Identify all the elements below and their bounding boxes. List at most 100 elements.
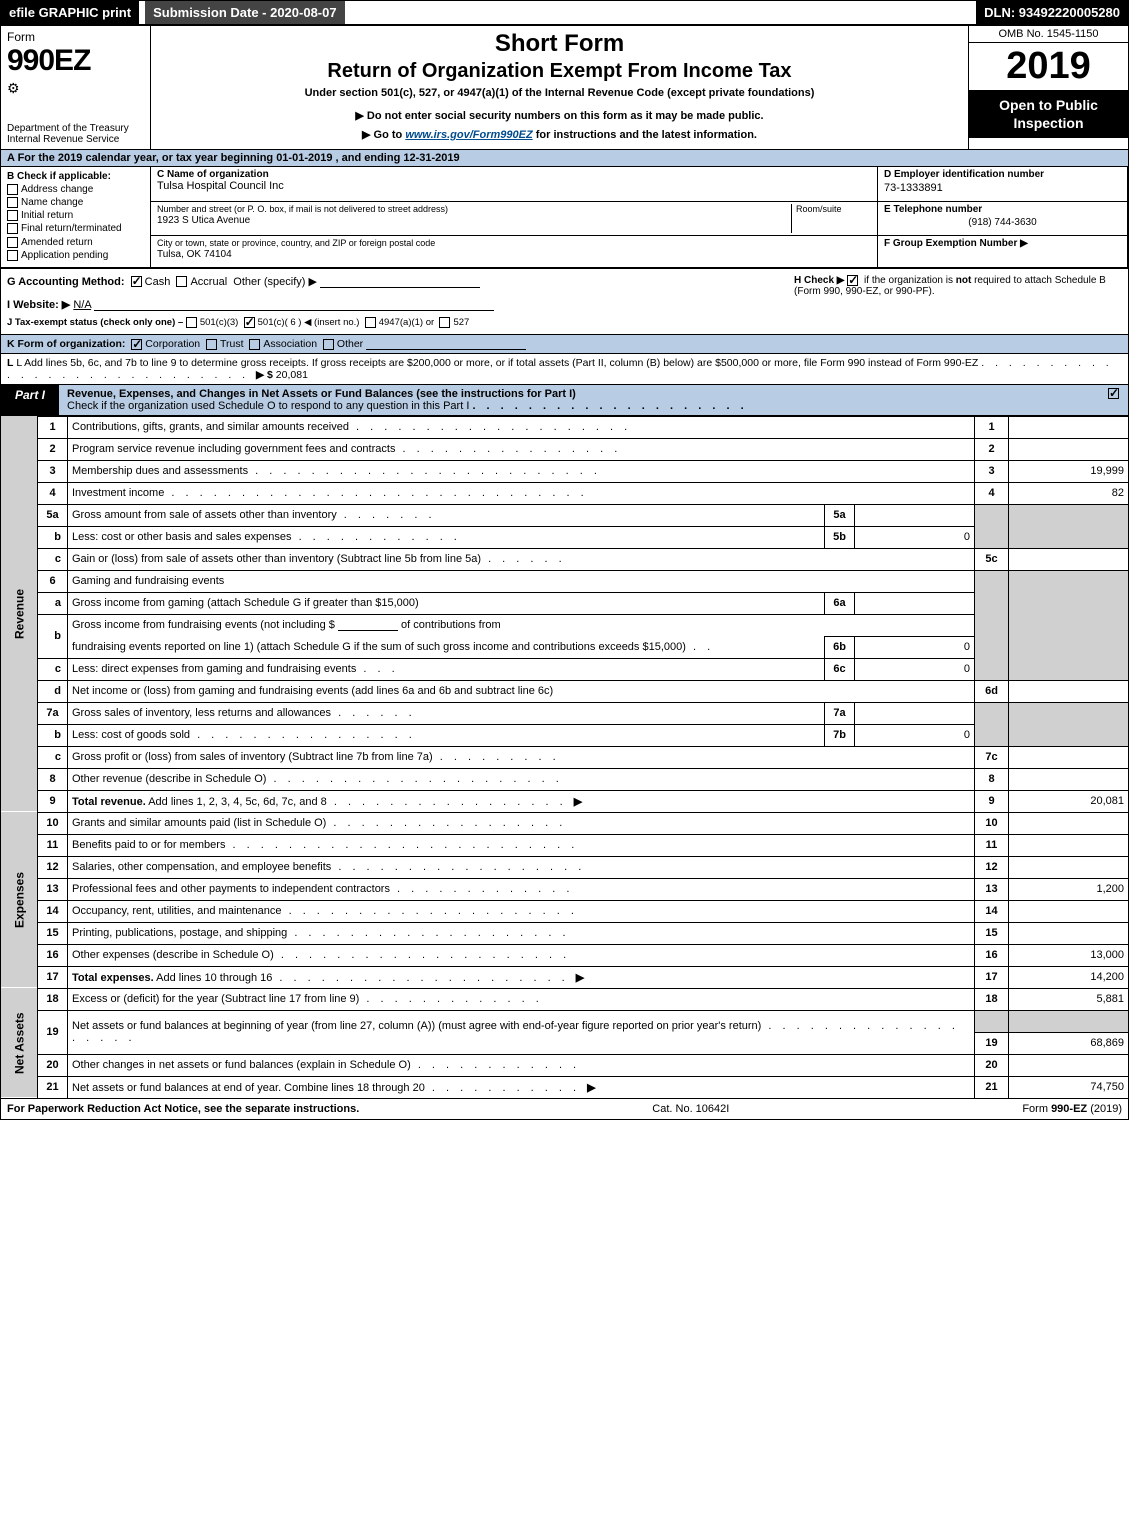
return-title: Return of Organization Exempt From Incom…	[159, 60, 960, 83]
phone-value: (918) 744-3630	[884, 217, 1121, 228]
line-17-value: 14,200	[1009, 966, 1129, 988]
open-to-public: Open to Public Inspection	[969, 90, 1128, 138]
gross-receipts-value: 20,081	[276, 369, 308, 381]
f-group-exemption-label: F Group Exemption Number ▶	[884, 238, 1028, 249]
part-1-lines-table: Revenue 1 Contributions, gifts, grants, …	[0, 416, 1129, 1099]
cat-no: Cat. No. 10642I	[652, 1103, 729, 1115]
l-gross-receipts-row: L L Add lines 5b, 6c, and 7b to line 9 t…	[0, 354, 1129, 385]
dln-label: DLN: 93492220005280	[976, 1, 1128, 24]
section-b-title: B Check if applicable:	[7, 171, 111, 182]
form-header: Form 990EZ ⚙ Department of the Treasury …	[0, 25, 1129, 150]
goto-instructions: ▶ Go to www.irs.gov/Form990EZ for instru…	[159, 128, 960, 141]
checkbox-4947[interactable]	[365, 317, 376, 328]
revenue-section-label: Revenue	[1, 416, 38, 812]
line-12-value	[1009, 856, 1129, 878]
line-18-value: 5,881	[1009, 988, 1129, 1010]
checkbox-other-org[interactable]	[323, 339, 334, 350]
form-word: Form	[7, 30, 144, 44]
part-1-check-text: Check if the organization used Schedule …	[67, 400, 469, 412]
line-7a-value	[855, 702, 975, 724]
g-accounting-label: G Accounting Method:	[7, 276, 125, 288]
checkbox-h-schedule-b[interactable]	[847, 275, 858, 286]
checkbox-schedule-o-part1[interactable]	[1108, 388, 1119, 399]
e-phone-label: E Telephone number	[884, 204, 982, 215]
c-name-label: C Name of organization	[157, 169, 269, 180]
efile-print-link[interactable]: efile GRAPHIC print	[1, 1, 139, 24]
ein-value: 73-1333891	[884, 182, 1121, 194]
page-footer: For Paperwork Reduction Act Notice, see …	[0, 1099, 1129, 1120]
line-14-value	[1009, 900, 1129, 922]
checkbox-initial-return[interactable]: Initial return	[7, 210, 144, 221]
row-a-tax-year: A For the 2019 calendar year, or tax yea…	[0, 150, 1129, 167]
line-4-value: 82	[1009, 482, 1129, 504]
org-info-grid: B Check if applicable: Address change Na…	[0, 167, 1129, 269]
line-5b-value: 0	[855, 526, 975, 548]
checkbox-address-change[interactable]: Address change	[7, 184, 144, 195]
form-number: 990EZ	[7, 44, 144, 78]
j-tax-exempt-label: J Tax-exempt status (check only one) –	[7, 317, 186, 328]
street-address: 1923 S Utica Avenue	[157, 215, 250, 226]
part-1-title: Revenue, Expenses, and Changes in Net As…	[67, 388, 576, 400]
checkbox-name-change[interactable]: Name change	[7, 197, 144, 208]
line-6d-value	[1009, 680, 1129, 702]
line-16-value: 13,000	[1009, 944, 1129, 966]
submission-date: Submission Date - 2020-08-07	[145, 1, 345, 24]
line-20-value	[1009, 1054, 1129, 1076]
d-ein-label: D Employer identification number	[884, 169, 1044, 180]
k-form-org-row: K Form of organization: Corporation Trus…	[0, 335, 1129, 354]
form-ref: Form 990-EZ (2019)	[1022, 1103, 1122, 1115]
line-6b-value: 0	[855, 636, 975, 658]
checkbox-cash[interactable]	[131, 276, 142, 287]
no-ssn-warning: ▶ Do not enter social security numbers o…	[159, 109, 960, 122]
department-label: Department of the Treasury	[7, 123, 144, 134]
irs-url-link[interactable]: www.irs.gov/Form990EZ	[405, 129, 532, 141]
checkbox-corporation[interactable]	[131, 339, 142, 350]
line-2-value	[1009, 438, 1129, 460]
under-section-text: Under section 501(c), 527, or 4947(a)(1)…	[159, 87, 960, 99]
checkbox-accrual[interactable]	[176, 276, 187, 287]
line-6c-value: 0	[855, 658, 975, 680]
checkbox-501c[interactable]	[244, 317, 255, 328]
line-8-value	[1009, 768, 1129, 790]
room-suite-label: Room/suite	[796, 204, 842, 214]
checkbox-amended-return[interactable]: Amended return	[7, 237, 144, 248]
h-check-label: H Check ▶	[794, 275, 844, 286]
line-9-value: 20,081	[1009, 790, 1129, 812]
line-19-value: 68,869	[1009, 1032, 1129, 1054]
line-11-value	[1009, 834, 1129, 856]
part-1-header: Part I Revenue, Expenses, and Changes in…	[0, 385, 1129, 416]
org-name: Tulsa Hospital Council Inc	[157, 180, 284, 192]
checkbox-501c3[interactable]	[186, 317, 197, 328]
part-1-tag: Part I	[1, 385, 59, 415]
treasury-seal-icon: ⚙	[7, 80, 144, 97]
city-state-zip: Tulsa, OK 74104	[157, 249, 232, 260]
tax-year: 2019	[969, 43, 1128, 90]
line-21-value: 74,750	[1009, 1076, 1129, 1098]
line-15-value	[1009, 922, 1129, 944]
paperwork-notice: For Paperwork Reduction Act Notice, see …	[7, 1103, 359, 1115]
line-3-value: 19,999	[1009, 460, 1129, 482]
checkbox-trust[interactable]	[206, 339, 217, 350]
checkbox-application-pending[interactable]: Application pending	[7, 250, 144, 261]
g-h-row: G Accounting Method: Cash Accrual Other …	[0, 269, 1129, 335]
addr-label: Number and street (or P. O. box, if mail…	[157, 204, 448, 214]
city-label: City or town, state or province, country…	[157, 238, 435, 248]
website-value: N/A	[73, 299, 91, 311]
checkbox-final-return[interactable]: Final return/terminated	[7, 223, 144, 234]
checkbox-527[interactable]	[439, 317, 450, 328]
checkbox-association[interactable]	[249, 339, 260, 350]
omb-number: OMB No. 1545-1150	[969, 26, 1128, 43]
line-5a-value	[855, 504, 975, 526]
line-1-value	[1009, 416, 1129, 438]
net-assets-section-label: Net Assets	[1, 988, 38, 1098]
line-5c-value	[1009, 548, 1129, 570]
short-form-title: Short Form	[159, 30, 960, 58]
i-website-label: I Website: ▶	[7, 299, 70, 311]
line-13-value: 1,200	[1009, 878, 1129, 900]
line-6a-value	[855, 592, 975, 614]
line-7c-value	[1009, 746, 1129, 768]
line-10-value	[1009, 812, 1129, 834]
line-7b-value: 0	[855, 724, 975, 746]
top-bar: efile GRAPHIC print Submission Date - 20…	[0, 0, 1129, 25]
expenses-section-label: Expenses	[1, 812, 38, 988]
